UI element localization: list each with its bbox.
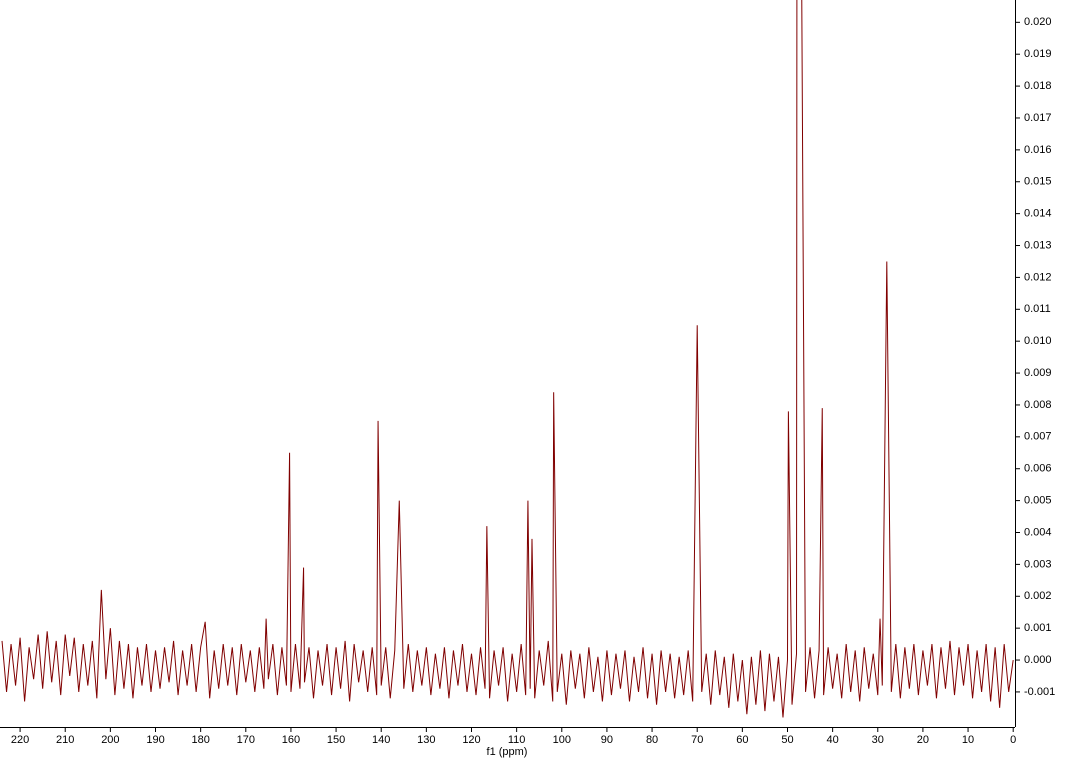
x-tick-label: 70 bbox=[691, 734, 703, 746]
x-tick-label: 180 bbox=[191, 734, 209, 746]
y-tick-label: 0.006 bbox=[1024, 463, 1052, 475]
x-tick-label: 40 bbox=[827, 734, 839, 746]
y-tick-label: 0.004 bbox=[1024, 526, 1052, 538]
x-tick-label: 20 bbox=[917, 734, 929, 746]
x-axis-label: f1 (ppm) bbox=[487, 746, 528, 758]
x-tick-label: 100 bbox=[553, 734, 571, 746]
plot-area bbox=[1, 0, 1014, 718]
y-tick-label: 0.019 bbox=[1024, 48, 1052, 60]
y-tick-label: 0.007 bbox=[1024, 431, 1052, 443]
x-tick-label: 30 bbox=[872, 734, 884, 746]
y-tick-label: -0.001 bbox=[1024, 686, 1055, 698]
x-tick-label: 0 bbox=[1010, 734, 1016, 746]
y-tick-label: 0.015 bbox=[1024, 176, 1052, 188]
x-tick-label: 220 bbox=[11, 734, 29, 746]
y-tick-label: 0.018 bbox=[1024, 80, 1052, 92]
y-tick-label: 0.014 bbox=[1024, 208, 1052, 220]
y-tick-label: 0.013 bbox=[1024, 239, 1052, 251]
y-tick-label: 0.009 bbox=[1024, 367, 1052, 379]
x-tick-label: 80 bbox=[646, 734, 658, 746]
x-tick-label: 150 bbox=[327, 734, 345, 746]
y-tick-label: 0.005 bbox=[1024, 495, 1052, 507]
x-tick-label: 210 bbox=[56, 734, 74, 746]
x-tick-label: 130 bbox=[417, 734, 435, 746]
y-tick-label: 0.020 bbox=[1024, 16, 1052, 28]
y-tick-label: 0.002 bbox=[1024, 590, 1052, 602]
x-tick-label: 60 bbox=[736, 734, 748, 746]
x-tick-label: 120 bbox=[462, 734, 480, 746]
x-tick-label: 110 bbox=[508, 734, 526, 746]
x-tick-label: 10 bbox=[962, 734, 974, 746]
y-tick-label: 0.001 bbox=[1024, 622, 1052, 634]
y-tick-label: 0.003 bbox=[1024, 558, 1052, 570]
y-tick-label: 0.010 bbox=[1024, 335, 1052, 347]
y-tick-label: 0.000 bbox=[1024, 654, 1052, 666]
x-tick-label: 160 bbox=[282, 734, 300, 746]
x-tick-label: 140 bbox=[372, 734, 390, 746]
x-tick-label: 200 bbox=[101, 734, 119, 746]
y-tick-label: 0.017 bbox=[1024, 112, 1052, 124]
y-tick-label: 0.012 bbox=[1024, 271, 1052, 283]
x-tick-label: 50 bbox=[781, 734, 793, 746]
y-tick-label: 0.016 bbox=[1024, 144, 1052, 156]
x-tick-label: 90 bbox=[601, 734, 613, 746]
y-tick-label: 0.008 bbox=[1024, 399, 1052, 411]
spectrum-line bbox=[1, 0, 1014, 718]
x-tick-label: 190 bbox=[146, 734, 164, 746]
x-tick-label: 170 bbox=[237, 734, 255, 746]
y-tick-label: 0.011 bbox=[1024, 303, 1051, 315]
